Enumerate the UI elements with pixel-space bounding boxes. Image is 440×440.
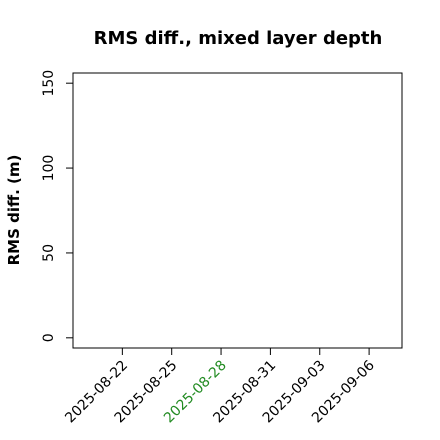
plot-frame <box>72 72 403 349</box>
y-axis-label: RMS diff. (m) <box>5 155 23 266</box>
y-tick-label: 0 <box>41 333 57 342</box>
y-tick-label: 100 <box>41 155 57 182</box>
chart-title: RMS diff., mixed layer depth <box>94 28 383 49</box>
y-tick-label: 50 <box>41 244 57 262</box>
y-tick-label: 150 <box>41 70 57 97</box>
